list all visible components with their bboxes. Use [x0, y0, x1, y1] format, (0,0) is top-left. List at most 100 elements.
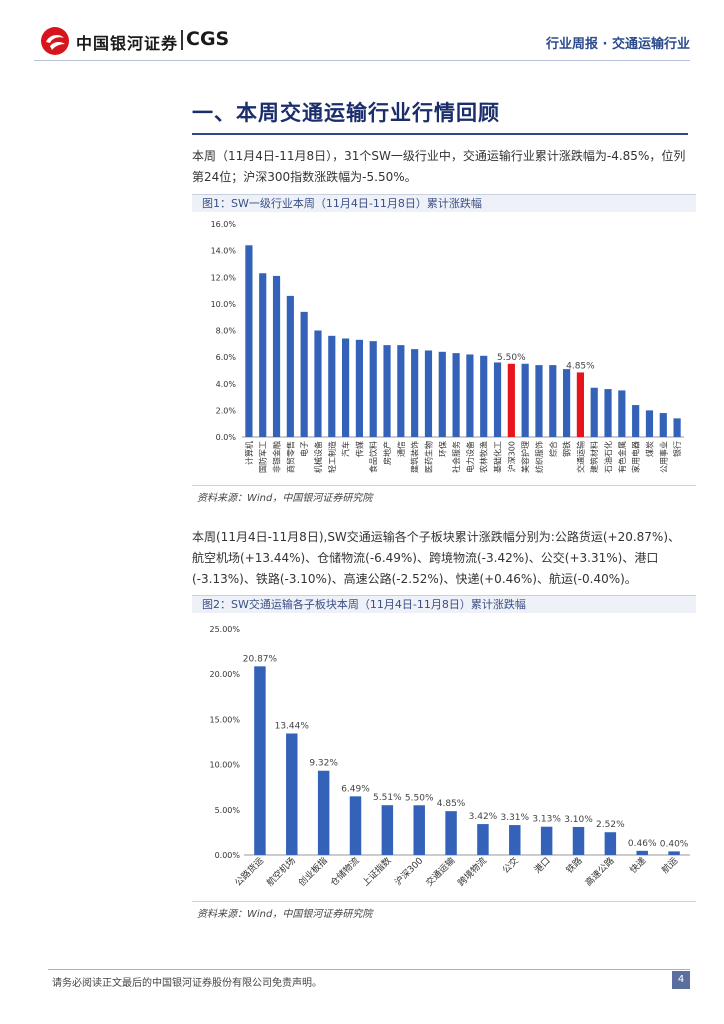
data-label: 0.46% [628, 839, 657, 849]
data-label: 5.50% [405, 793, 434, 803]
x-tick-label: 公交 [500, 855, 521, 876]
x-tick-label: 食品饮料 [368, 441, 378, 473]
x-tick-label: 传媒 [354, 441, 364, 457]
y-tick-label: 6.0% [216, 353, 237, 362]
x-tick-label: 美容护理 [520, 441, 530, 473]
bar [328, 335, 336, 437]
x-tick-label: 航空机场 [264, 855, 298, 889]
data-label: 3.42% [469, 812, 498, 822]
x-tick-label: 非银金融 [272, 441, 282, 473]
bar [286, 733, 298, 855]
x-tick-label: 社会服务 [451, 441, 461, 473]
x-tick-label: 房地产 [382, 441, 392, 465]
bar [286, 295, 294, 437]
data-label: 3.31% [500, 813, 529, 823]
bar [342, 338, 350, 437]
bar [540, 826, 553, 855]
x-tick-label: 有色金属 [617, 441, 627, 473]
bar [590, 387, 598, 437]
bar [668, 851, 680, 855]
x-tick-label: 轻工制造 [327, 441, 337, 473]
x-tick-label: 建筑装饰 [410, 441, 420, 473]
footer-disclaimer: 请务必阅读正文最后的中国银河证券股份有限公司免责声明。 [52, 978, 322, 989]
data-label: 20.87% [243, 654, 278, 664]
bar [576, 372, 584, 437]
y-tick-label: 2.0% [216, 406, 237, 415]
data-label: 4.85% [437, 799, 466, 809]
bar [507, 363, 515, 437]
y-tick-label: 14.0% [211, 247, 237, 256]
bar [452, 353, 460, 437]
y-tick-label: 12.0% [211, 273, 237, 282]
data-label: 4.85% [566, 361, 595, 371]
brand-divider [181, 30, 183, 50]
bar [549, 365, 557, 437]
paragraph-subsectors: 本周(11月4日-11月8日),SW交通运输各个子板块累计涨跌幅分别为:公路货运… [192, 530, 681, 586]
bar [349, 796, 362, 855]
y-tick-label: 20.00% [209, 670, 240, 679]
bar [477, 824, 489, 855]
bar [369, 341, 377, 437]
bar [438, 351, 446, 437]
bar [355, 339, 363, 437]
bar [245, 245, 253, 437]
figure1-title: 图1：SW一级行业本周（11月4日-11月8日）累计涨跌幅 [192, 194, 696, 212]
bar [411, 349, 419, 437]
brand-name-cn: 中国银河证券 [76, 34, 179, 53]
cgs-logo-icon [41, 27, 69, 55]
bar [636, 850, 648, 855]
bar [480, 355, 488, 437]
brand-name-en: CGS [186, 28, 230, 50]
bar [272, 275, 281, 437]
x-tick-label: 机械设备 [313, 441, 323, 473]
bar [254, 666, 266, 855]
bar [381, 805, 394, 855]
data-label: 2.52% [596, 820, 625, 830]
bar [317, 770, 330, 855]
data-label: 5.50% [497, 353, 526, 363]
page-number: 4 [672, 971, 690, 989]
x-tick-label: 仓储物流 [328, 855, 362, 889]
figure2-source-divider [192, 901, 696, 902]
y-tick-label: 10.0% [211, 300, 237, 309]
y-tick-label: 10.00% [209, 761, 240, 770]
data-label: 5.51% [373, 793, 402, 803]
figure2-source: 资料来源：Wind，中国银河证券研究院 [197, 909, 373, 920]
x-tick-label: 上证指数 [360, 855, 394, 889]
x-tick-label: 交通运输 [423, 855, 457, 889]
x-tick-label: 创业板指 [296, 855, 330, 889]
x-tick-label: 沪深300 [392, 854, 426, 888]
footer-divider [48, 969, 690, 970]
x-tick-label: 国防军工 [258, 441, 268, 473]
x-tick-label: 环保 [437, 441, 447, 457]
section-title: 一、本周交通运输行业行情回顾 [192, 101, 500, 125]
y-tick-label: 16.0% [211, 220, 237, 229]
x-tick-label: 汽车 [341, 441, 351, 457]
bar [604, 389, 612, 437]
bar [466, 354, 474, 437]
y-tick-label: 15.00% [209, 715, 240, 724]
bar [509, 825, 521, 855]
x-tick-label: 煤炭 [644, 441, 654, 457]
y-tick-label: 8.0% [216, 327, 237, 336]
x-tick-label: 电力设备 [465, 441, 475, 473]
bar [673, 418, 681, 437]
x-tick-label: 建筑材料 [589, 441, 599, 473]
x-tick-label: 家用电器 [631, 441, 641, 473]
chart1: 0.0% 2.0% 4.0% 6.0% 8.0% 10.0% 12.0% 14.0% 16.0%… [211, 220, 684, 473]
x-tick-label: 港口 [532, 855, 553, 876]
bar [535, 365, 543, 437]
x-tick-label: 航运 [659, 855, 680, 876]
header-divider [34, 60, 690, 61]
x-tick-label: 交通运输 [575, 441, 585, 473]
x-tick-label: 钢铁 [562, 441, 572, 457]
bar [424, 350, 433, 437]
bar [314, 330, 322, 437]
figure1-source-divider [192, 485, 696, 486]
data-label: 3.13% [532, 815, 561, 825]
bar [300, 311, 308, 437]
x-tick-label: 农林牧渔 [479, 441, 489, 473]
y-tick-label: 4.0% [216, 380, 237, 389]
y-tick-label: 5.00% [215, 806, 241, 815]
x-tick-label: 沪深300 [506, 441, 516, 472]
